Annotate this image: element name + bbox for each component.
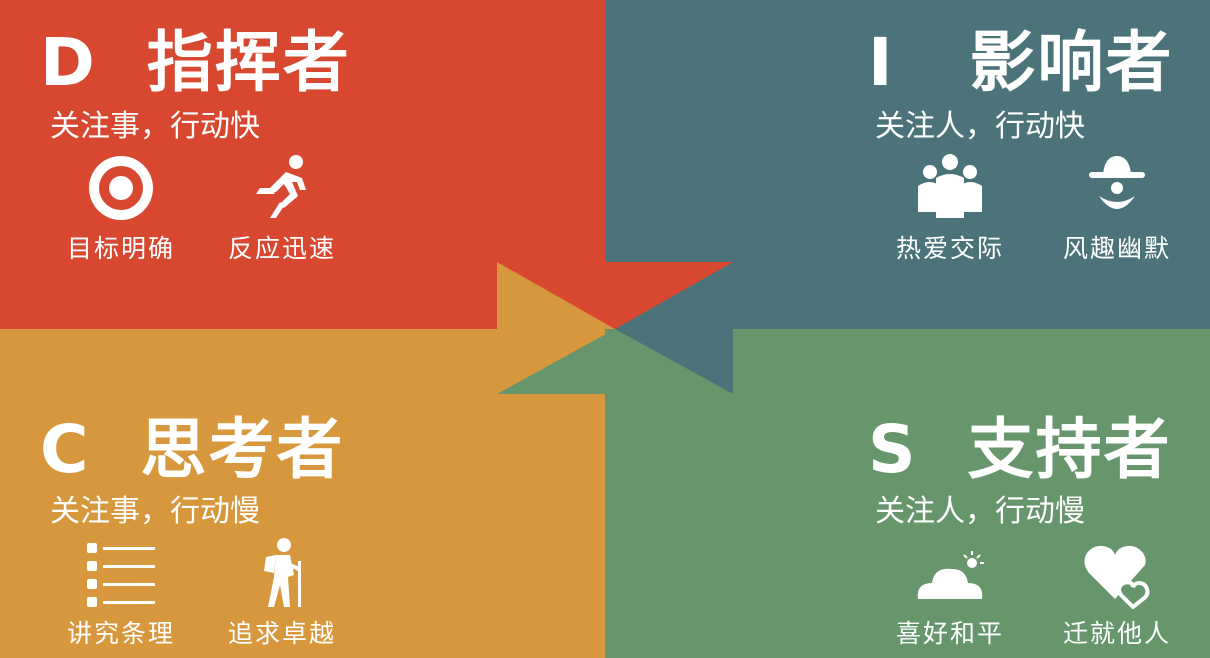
running-person-icon: [256, 155, 306, 218]
trait-i-2: 风趣幽默: [1042, 152, 1192, 261]
quadrant-c-name: 思考者: [140, 411, 345, 488]
two-hearts-icon: [1084, 545, 1150, 609]
trait-c-1-label: 讲究条理: [66, 619, 175, 648]
quadrant-c-bg: [0, 329, 605, 658]
trait-i-2-label: 风趣幽默: [1062, 234, 1171, 263]
group-of-people-icon: [918, 154, 982, 218]
quadrant-s-name: 支持者: [967, 411, 1172, 488]
quadrant-i-title: I 影响者: [868, 30, 1174, 96]
bullet-list-icon: [87, 543, 155, 607]
cloud-sun-icon: [917, 551, 984, 599]
trait-s-1: 喜好和平: [875, 537, 1025, 646]
trait-d-1-label: 目标明确: [66, 234, 175, 263]
trait-i-1: 热爱交际: [875, 152, 1025, 261]
trait-c-1: 讲究条理: [46, 537, 196, 646]
quadrant-d-subtitle: 关注事，行动快: [50, 109, 260, 144]
trait-s-1-label: 喜好和平: [895, 619, 1004, 648]
target-icon: [89, 156, 153, 220]
quadrant-i-letter: I: [868, 24, 895, 101]
quadrant-s-title: S 支持者: [868, 417, 1172, 483]
arrow-i: [615, 329, 733, 394]
quadrant-d-letter: D: [40, 24, 97, 101]
trait-d-2: 反应迅速: [207, 152, 357, 261]
quadrant-s: S 支持者 关注人，行动慢 喜好和平 迁就他人: [605, 329, 1210, 658]
quadrant-i-subtitle: 关注人，行动快: [875, 109, 1085, 144]
trait-c-2: 追求卓越: [207, 537, 357, 646]
arrow-d: [605, 262, 733, 329]
hiker-icon: [264, 538, 301, 607]
quadrant-d: D 指挥者 关注事，行动快 目标明确 反应迅速: [0, 0, 605, 329]
quadrant-d-title: D 指挥者: [40, 30, 351, 96]
trait-d-2-label: 反应迅速: [227, 234, 336, 263]
trait-i-1-label: 热爱交际: [895, 234, 1004, 263]
quadrant-c: C 思考者 关注事，行动慢 讲究条理 追求卓越: [0, 329, 605, 658]
trait-d-1: 目标明确: [46, 152, 196, 261]
arrow-c: [497, 262, 615, 329]
trait-s-2-label: 迁就他人: [1062, 619, 1171, 648]
quadrant-s-letter: S: [868, 411, 918, 488]
quadrant-c-title: C 思考者: [40, 417, 344, 483]
clown-face-icon: [1089, 156, 1145, 209]
quadrant-s-bg: [605, 329, 1210, 658]
quadrant-c-letter: C: [40, 411, 91, 488]
arrow-s: [497, 329, 615, 394]
quadrant-i: I 影响者 关注人，行动快 热爱交际 风趣幽默: [605, 0, 1210, 329]
trait-c-2-label: 追求卓越: [227, 619, 336, 648]
quadrant-s-subtitle: 关注人，行动慢: [875, 494, 1085, 529]
quadrant-i-name: 影响者: [969, 24, 1174, 101]
quadrant-c-subtitle: 关注事，行动慢: [50, 494, 260, 529]
quadrant-d-name: 指挥者: [146, 24, 351, 101]
trait-s-2: 迁就他人: [1042, 537, 1192, 646]
